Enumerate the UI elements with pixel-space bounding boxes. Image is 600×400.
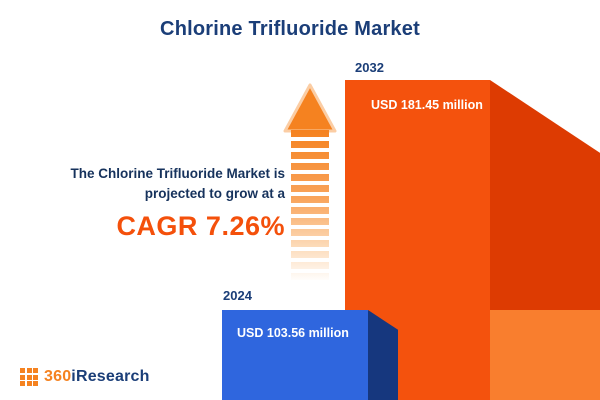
growth-arrow-shaft	[291, 130, 329, 282]
cagr-value: CAGR 7.26%	[116, 211, 285, 242]
logo-squares-icon	[20, 368, 38, 386]
page-title: Chlorine Trifluoride Market	[160, 18, 420, 40]
bar-2032-side-face-upper	[490, 80, 600, 310]
logo-text-suffix: iResearch	[71, 368, 150, 385]
bar-2024-year-label: 2024	[223, 288, 252, 303]
bar-2024: USD 103.56 million	[222, 310, 368, 400]
annotation-block: The Chlorine Trifluoride Market is proje…	[5, 164, 285, 242]
annotation-line-1: The Chlorine Trifluoride Market is	[70, 166, 285, 181]
brand-logo: 360iResearch	[20, 368, 150, 386]
logo-text-prefix: 360	[44, 368, 72, 385]
bar-2032-value-label: USD 181.45 million	[371, 98, 483, 112]
logo-text: 360iResearch	[44, 368, 150, 386]
bar-2032-year-label: 2032	[355, 60, 384, 75]
bar-2024-value-label: USD 103.56 million	[237, 326, 349, 340]
annotation-line-2: projected to grow at a	[144, 185, 285, 201]
bar-2032-side-face-lower	[490, 310, 600, 400]
